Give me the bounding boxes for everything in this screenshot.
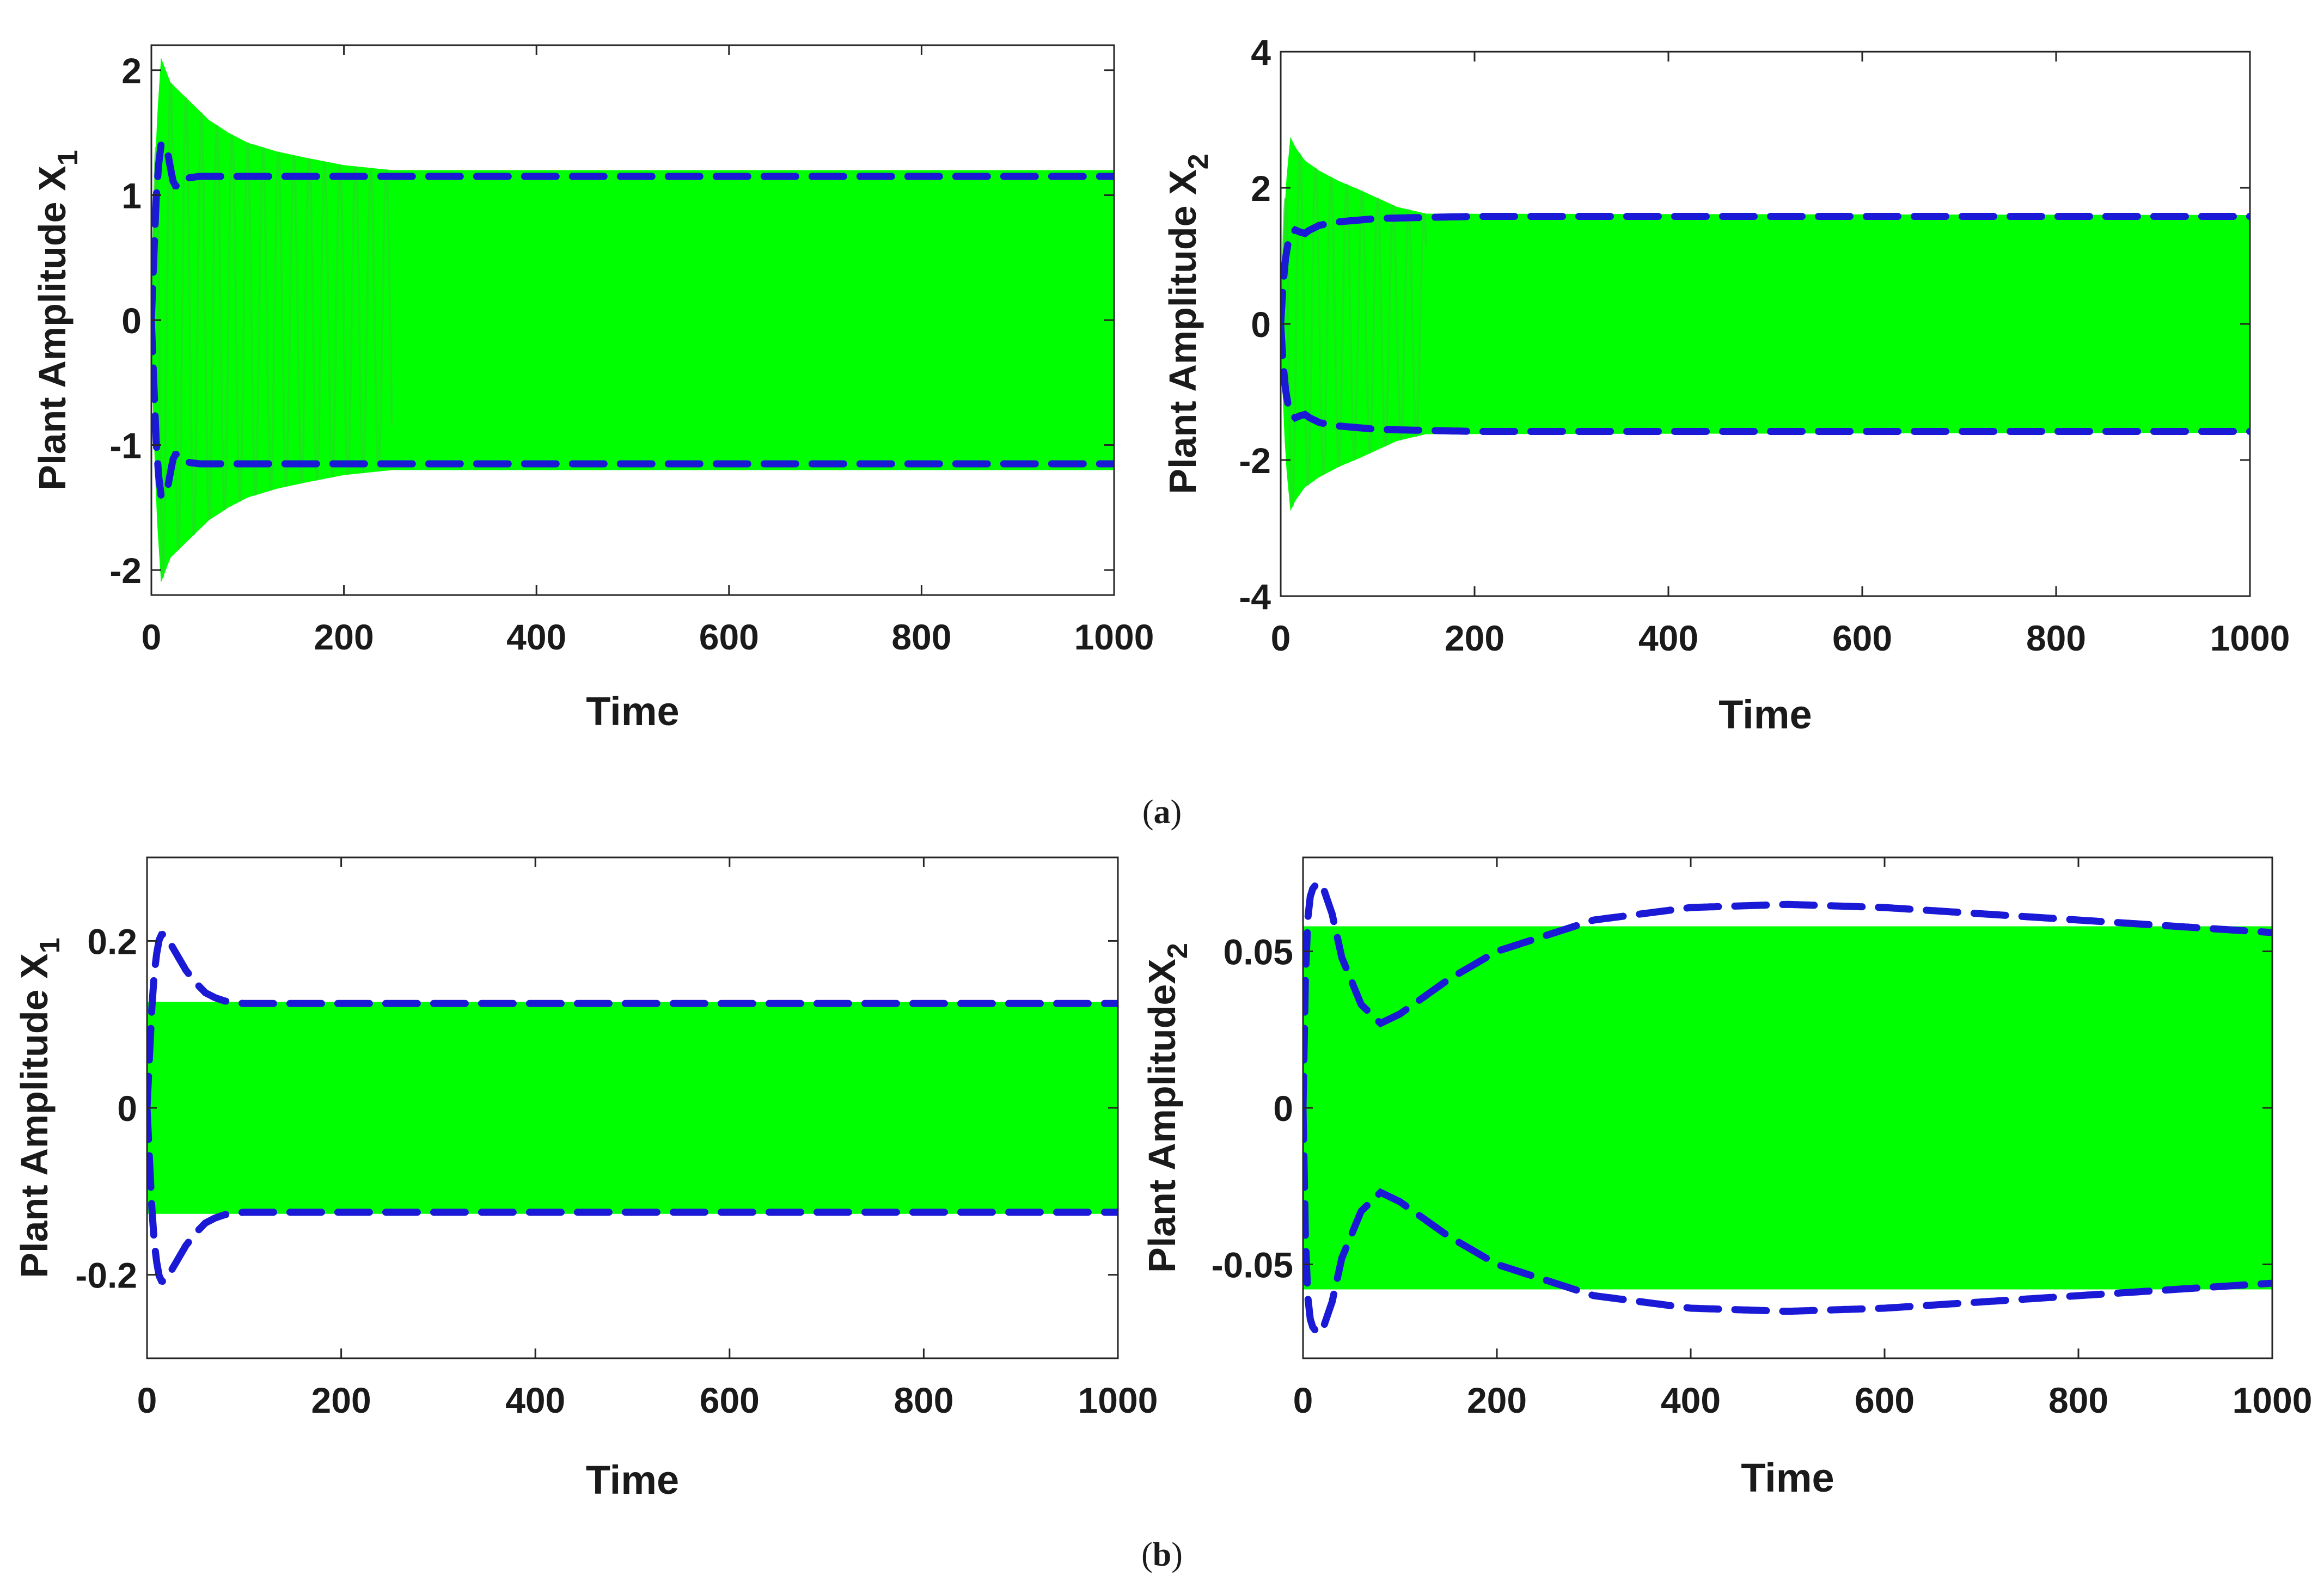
x-axis-label: Time [1718, 692, 1812, 737]
caption-a: (a) [1142, 794, 1182, 831]
plot-area [1303, 878, 2272, 1338]
y-tick-label: 2 [1251, 168, 1271, 209]
y-axis-label-text: Plant Amplitude X [31, 165, 74, 491]
x-tick-label: 400 [505, 1380, 565, 1420]
y-tick-label: 2 [121, 51, 142, 91]
x-tick-label: 0 [1271, 618, 1291, 658]
y-tick-label: 1 [121, 175, 142, 216]
x-tick-label: 1000 [2233, 1380, 2313, 1420]
y-axis-label-subscript: 2 [1183, 154, 1214, 169]
x-tick-label: 800 [2026, 618, 2086, 658]
x-tick-label: 600 [1855, 1380, 1915, 1420]
y-axis-label-subscript: 1 [52, 150, 84, 165]
x-tick-label: 400 [506, 617, 566, 657]
envelope-lower-line [1303, 1104, 2272, 1338]
x-tick-label: 1000 [2210, 618, 2290, 658]
y-tick-label: -2 [109, 550, 142, 591]
y-tick-label: 0 [117, 1088, 137, 1129]
caption-b-close: ) [1171, 1536, 1183, 1573]
y-tick-label: 0.2 [87, 921, 137, 961]
x-tick-label: 200 [1445, 618, 1505, 658]
x-tick-label: 0 [1293, 1380, 1313, 1420]
signal-oscillation [151, 82, 393, 578]
envelope-lower-line [1281, 320, 2250, 435]
y-tick-label: 0 [121, 301, 142, 341]
caption-b-open: ( [1141, 1536, 1153, 1573]
x-tick-label: 600 [700, 1380, 760, 1420]
envelope-lower-line [147, 1104, 1118, 1286]
signal-band [147, 1002, 1118, 1214]
caption-b-letter: b [1153, 1536, 1171, 1573]
x-tick-label: 200 [1467, 1380, 1527, 1420]
x-tick-label: 400 [1638, 618, 1698, 658]
plot-area [1281, 137, 2250, 511]
y-axis-label-x: X [1141, 959, 1183, 984]
x-tick-label: 200 [314, 617, 374, 657]
x-tick-label: 800 [2048, 1380, 2108, 1420]
x-axis-label: Time [586, 1457, 679, 1503]
x-tick-label: 0 [137, 1380, 157, 1420]
envelope-lower-line [151, 316, 1114, 501]
x-tick-label: 600 [699, 617, 759, 657]
signal-band [1303, 926, 2272, 1290]
chart-a-left: 0 200 400 600 800 1000 -2 -1 0 1 2 Time Plant Amplit… [31, 44, 1154, 734]
caption-b: (b) [1141, 1536, 1183, 1573]
caption-a-letter: a [1154, 794, 1171, 831]
envelope-upper-line [151, 139, 1114, 324]
x-tick-label: 0 [142, 617, 162, 657]
y-axis-label: Plant AmplitudeX2 [1141, 943, 1194, 1273]
signal-band [151, 58, 1114, 583]
x-tick-label: 800 [894, 1380, 953, 1420]
y-tick-label: 4 [1251, 32, 1271, 72]
plot-area [147, 930, 1118, 1286]
envelope-upper-line [1303, 878, 2272, 1112]
y-axis-label-subscript: 2 [1162, 943, 1194, 959]
x-tick-label: 800 [891, 617, 951, 657]
x-axis-label: Time [1741, 1455, 1834, 1500]
x-tick-label: 1000 [1074, 617, 1154, 657]
signal-band [1281, 137, 2250, 511]
y-tick-label: -1 [109, 426, 142, 466]
caption-a-open: ( [1142, 794, 1154, 831]
y-axis-label-subscript: 1 [34, 937, 66, 953]
x-tick-label: 1000 [1078, 1380, 1158, 1420]
chart-b-left: 0 200 400 600 800 1000 -0.2 0 0.2 Time Plant Ampli… [13, 856, 1158, 1503]
y-tick-label: -0.2 [75, 1255, 137, 1296]
x-tick-label: 200 [311, 1380, 371, 1420]
x-axis-label: Time [586, 689, 679, 734]
chart-a-right: 0 200 400 600 800 1000 -4 -2 0 2 4 Time Plant Amplit… [1161, 32, 2290, 737]
y-axis-label-text: Plant Amplitude [1141, 984, 1183, 1273]
caption-a-close: ) [1171, 794, 1182, 831]
x-tick-label: 400 [1661, 1380, 1721, 1420]
y-axis-label-text: Plant Amplitude X [1161, 169, 1204, 494]
y-axis-label: Plant Amplitude X1 [31, 150, 84, 490]
y-tick-label: -4 [1239, 577, 1271, 617]
y-tick-label: -0.05 [1212, 1245, 1293, 1285]
x-tick-label: 600 [1832, 618, 1892, 658]
plot-area [151, 58, 1114, 583]
y-tick-label: 0 [1273, 1088, 1293, 1129]
y-tick-label: -2 [1239, 440, 1271, 481]
y-axis-label-text: Plant Amplitude X [13, 953, 56, 1278]
y-axis-label: Plant Amplitude X1 [13, 937, 66, 1278]
envelope-upper-line [147, 930, 1118, 1112]
y-tick-label: 0 [1251, 304, 1271, 345]
y-axis-label: Plant Amplitude X2 [1161, 154, 1214, 494]
envelope-upper-line [1281, 213, 2250, 328]
chart-b-right: 0 200 400 600 800 1000 -0.05 0 0.05 Time Plant Amp… [1141, 856, 2313, 1500]
y-tick-label: 0.05 [1224, 932, 1293, 972]
